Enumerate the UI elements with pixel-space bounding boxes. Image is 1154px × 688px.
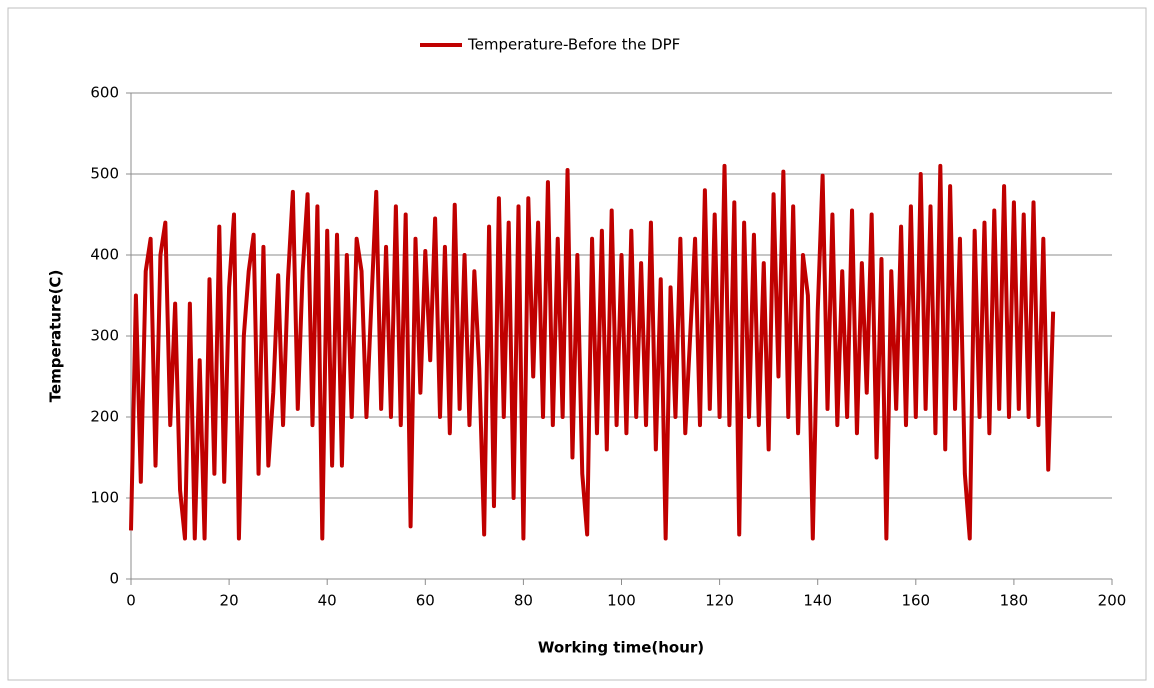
x-tick-label: 60 xyxy=(416,592,435,610)
x-tick-label: 160 xyxy=(901,592,930,610)
x-tick-label: 200 xyxy=(1098,592,1127,610)
y-tick-label: 400 xyxy=(90,246,119,264)
x-tick-label: 20 xyxy=(220,592,239,610)
y-tick-label: 0 xyxy=(109,570,119,588)
x-tick-label: 40 xyxy=(318,592,337,610)
x-tick-label: 180 xyxy=(1000,592,1029,610)
x-tick-label: 0 xyxy=(126,592,136,610)
x-tick-label: 120 xyxy=(705,592,734,610)
data-line xyxy=(129,163,1056,541)
x-axis-label: Working time(hour) xyxy=(538,639,704,657)
x-tick-label: 140 xyxy=(803,592,832,610)
x-tick-label: 100 xyxy=(607,592,636,610)
y-tick-label: 200 xyxy=(90,408,119,426)
y-tick-label: 300 xyxy=(90,327,119,345)
y-tick-label: 500 xyxy=(90,165,119,183)
y-tick-label: 600 xyxy=(90,84,119,102)
x-tick-label: 80 xyxy=(514,592,533,610)
y-axis-label: Temperature(C) xyxy=(47,270,65,403)
y-tick-label: 100 xyxy=(90,489,119,507)
legend-label: Temperature-Before the DPF xyxy=(467,36,680,54)
